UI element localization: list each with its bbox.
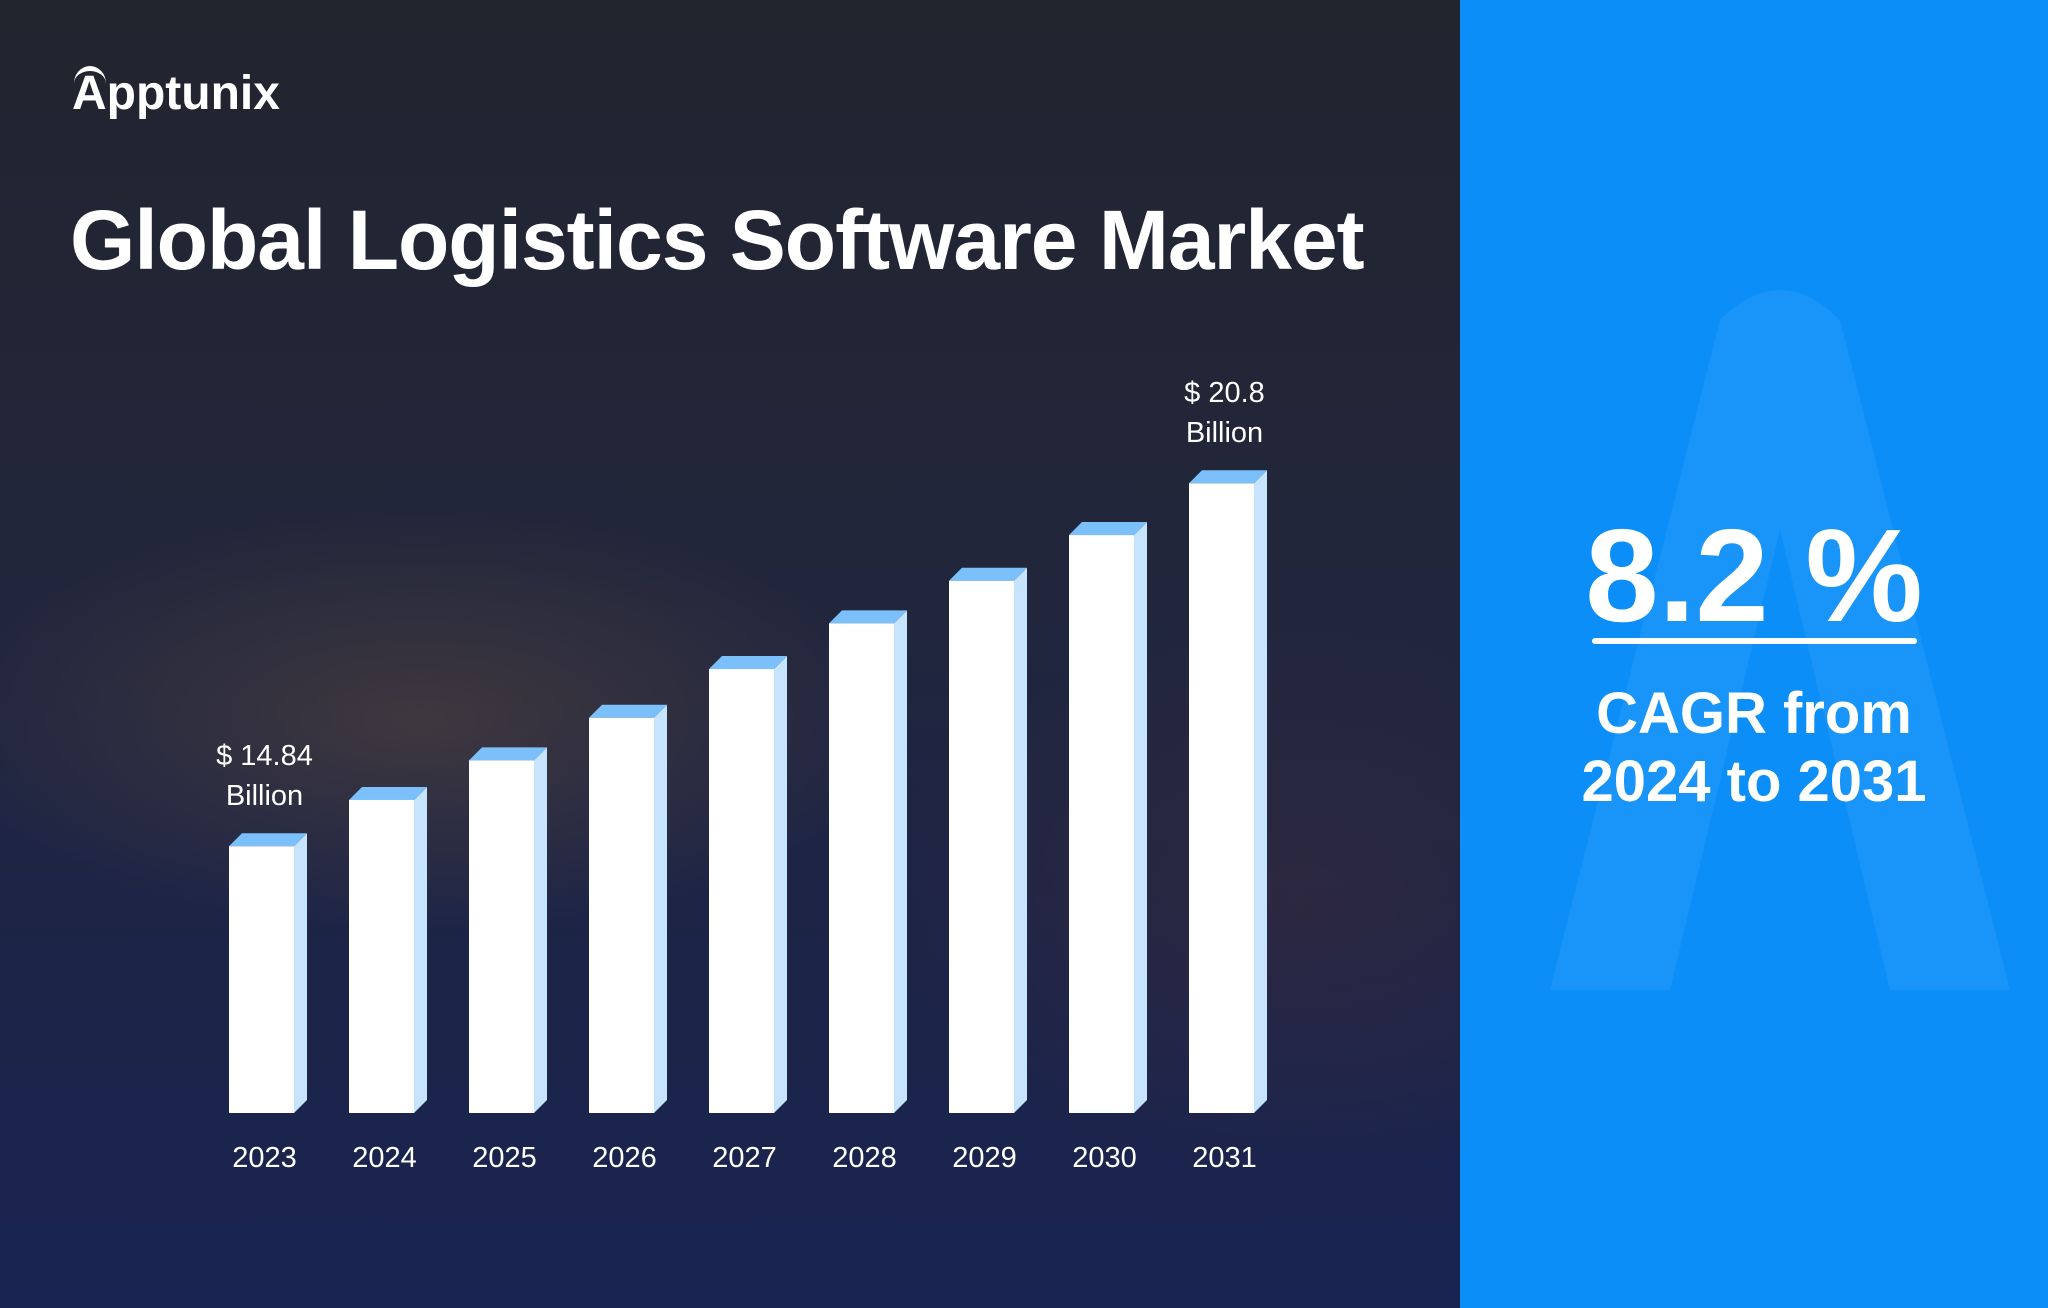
bar-top — [949, 567, 1027, 581]
cagr-value: 8.2 % — [1585, 502, 1923, 649]
bar-top — [1189, 470, 1267, 484]
x-tick-label: 2025 — [472, 1142, 537, 1174]
data-label-value: $ 14.84 — [216, 740, 313, 773]
bar-side — [1014, 567, 1027, 1113]
bar-side — [1134, 522, 1147, 1113]
bar-face — [949, 580, 1014, 1113]
bar-face — [349, 799, 414, 1113]
bar-side — [654, 704, 667, 1113]
data-label: $ 20.8 Billion — [1125, 373, 1325, 453]
bar-top — [589, 704, 667, 718]
data-label-unit: Billion — [225, 780, 304, 813]
bar-face — [469, 760, 534, 1113]
bar-top — [469, 747, 547, 761]
bar-2024 — [349, 786, 427, 1113]
x-tick-label: 2029 — [952, 1142, 1017, 1174]
data-label-unit: Billion — [1185, 417, 1264, 450]
x-tick-label: 2023 — [232, 1142, 297, 1174]
cagr-caption-line2: 2024 to 2031 — [1581, 749, 1927, 814]
bar-side — [894, 610, 907, 1113]
bar-top — [1069, 522, 1147, 536]
x-tick-label: 2028 — [832, 1142, 897, 1174]
bar-face — [1189, 483, 1254, 1113]
logo-arc-icon — [74, 66, 106, 101]
bar-side — [294, 833, 307, 1113]
bar-chart — [229, 470, 1267, 1113]
cagr-underline — [1592, 638, 1917, 644]
bar-2023 — [229, 833, 307, 1113]
cagr-caption: CAGR from 2024 to 2031 — [1460, 680, 2048, 816]
bar-2025 — [469, 747, 547, 1113]
x-tick-label: 2027 — [712, 1142, 777, 1174]
x-tick-label: 2024 — [352, 1142, 417, 1174]
x-tick-label: 2030 — [1072, 1142, 1137, 1174]
bar-face — [829, 623, 894, 1113]
bar-top — [709, 656, 787, 670]
bar-face — [1069, 535, 1134, 1113]
data-label-value: $ 20.8 — [1184, 377, 1265, 410]
bar-top — [229, 833, 307, 847]
bar-side — [1254, 470, 1267, 1113]
bar-face — [709, 669, 774, 1113]
bar-2031 — [1189, 470, 1267, 1113]
bar-2026 — [589, 704, 667, 1113]
bar-top — [829, 610, 907, 624]
bar-face — [589, 717, 654, 1113]
bar-face — [229, 846, 294, 1113]
page-title: Global Logistics Software Market — [70, 193, 1365, 287]
bar-2030 — [1069, 522, 1147, 1113]
bar-2027 — [709, 656, 787, 1113]
cagr-panel: 8.2 % CAGR from 2024 to 2031 — [1460, 0, 2048, 1308]
bar-side — [774, 656, 787, 1113]
data-label: $ 14.84 Billion — [165, 736, 365, 816]
logo: Apptunix — [72, 67, 280, 120]
bar-top — [349, 786, 427, 800]
bar-side — [414, 786, 427, 1113]
bar-side — [534, 747, 547, 1113]
watermark-a-icon — [1550, 290, 2010, 990]
x-tick-label: 2031 — [1192, 1142, 1257, 1174]
x-tick-label: 2026 — [592, 1142, 657, 1174]
cagr-caption-line1: CAGR from — [1596, 681, 1912, 746]
bar-2028 — [829, 610, 907, 1113]
bar-2029 — [949, 567, 1027, 1113]
